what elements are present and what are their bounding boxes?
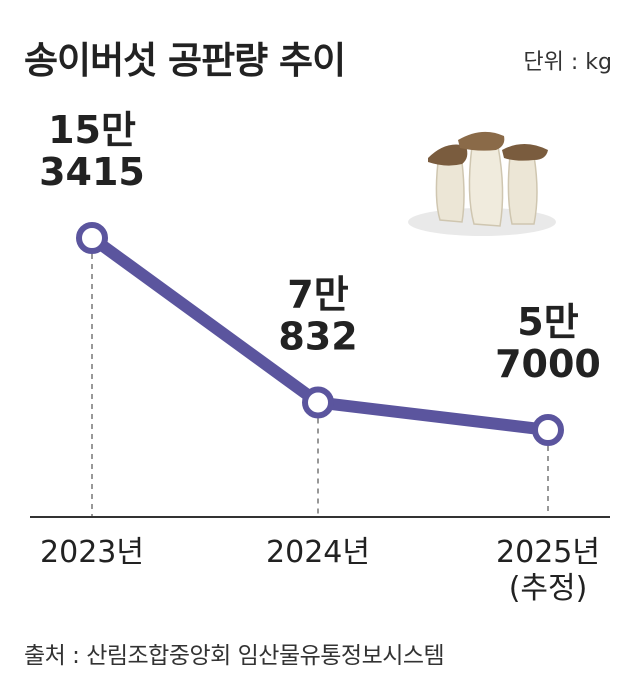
x-tick-note-3: (추정) — [509, 571, 588, 606]
x-tick-label-3: 2025년 — [496, 535, 600, 570]
unit-label: 단위 : kg — [523, 50, 612, 75]
data-point-1 — [76, 222, 108, 254]
data-point-3 — [532, 414, 564, 446]
data-label-1-line-2: 3415 — [39, 150, 145, 194]
data-label-3-line-2: 7000 — [495, 342, 601, 386]
data-label-2-line-2: 832 — [278, 314, 357, 358]
data-label-3-line-1: 5만 — [517, 300, 578, 344]
x-tick-label-1: 2023년 — [40, 535, 144, 570]
source-note: 출처 : 산림조합중앙회 임산물유통정보시스템 — [24, 643, 445, 669]
data-point-2 — [302, 386, 334, 419]
data-label-2-line-1: 7만 — [287, 272, 348, 316]
data-label-1-line-1: 15만 — [48, 108, 136, 152]
x-tick-label-2: 2024년 — [266, 535, 370, 570]
chart-title: 송이버섯 공판량 추이 — [24, 39, 346, 82]
mushroom-icon — [408, 131, 556, 236]
